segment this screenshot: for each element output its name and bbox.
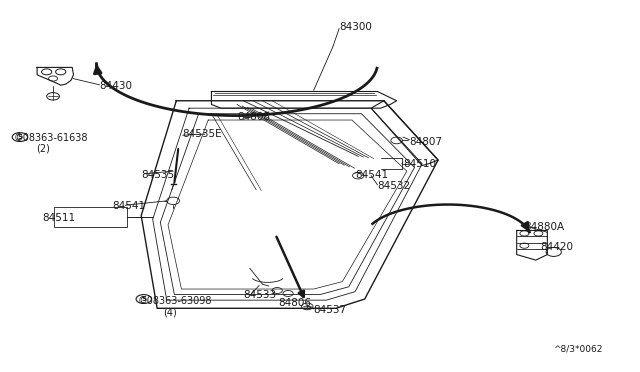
Text: 84880A: 84880A	[524, 222, 564, 232]
Text: 84430: 84430	[100, 81, 132, 91]
Text: 84420: 84420	[540, 242, 573, 252]
Text: 84300: 84300	[339, 22, 372, 32]
Text: 84541: 84541	[355, 170, 388, 180]
Text: 84808: 84808	[237, 112, 270, 122]
Text: (4): (4)	[164, 307, 177, 317]
Text: (2): (2)	[36, 144, 50, 154]
Text: 84533: 84533	[243, 290, 276, 300]
Text: 84535E: 84535E	[182, 129, 222, 139]
Text: S: S	[141, 296, 147, 302]
Text: ©08363-63098: ©08363-63098	[138, 296, 212, 306]
Text: ©08363-61638: ©08363-61638	[13, 133, 88, 143]
Text: ^8/3*0062: ^8/3*0062	[553, 344, 602, 353]
Text: 84511: 84511	[42, 212, 76, 222]
Text: 84807: 84807	[410, 137, 442, 147]
Text: 84537: 84537	[314, 305, 347, 315]
Text: 84510: 84510	[403, 159, 436, 169]
Text: 84806: 84806	[278, 298, 312, 308]
Text: 84532: 84532	[378, 181, 411, 191]
Text: 84541: 84541	[113, 201, 145, 211]
Text: S: S	[17, 134, 22, 140]
Text: 84535: 84535	[141, 170, 174, 180]
